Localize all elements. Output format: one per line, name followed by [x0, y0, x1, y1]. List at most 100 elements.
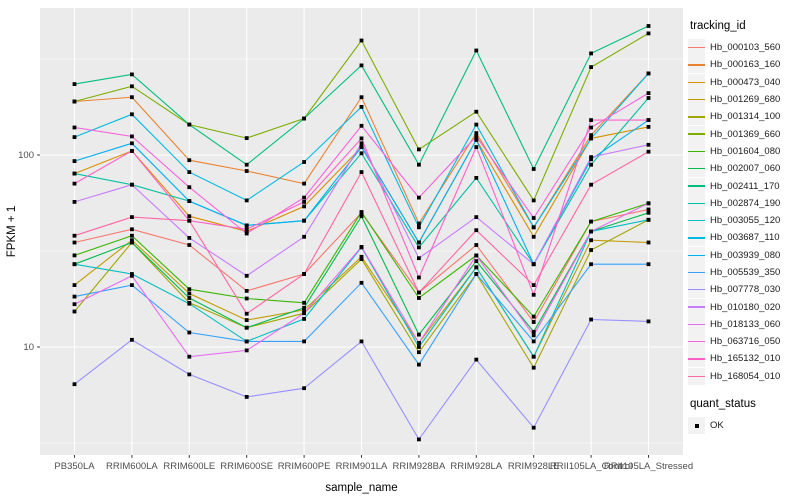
data-point [359, 254, 364, 259]
data-point [72, 302, 77, 307]
x-axis-title: sample_name [325, 482, 397, 494]
data-point [531, 234, 536, 239]
data-point [302, 311, 306, 316]
data-point [474, 137, 479, 142]
legend-item-label: Hb_003687_110 [710, 232, 780, 244]
data-point [244, 289, 249, 293]
x-tick-label: RRIM600PE [278, 461, 331, 472]
data-point [359, 151, 364, 156]
data-point [417, 240, 421, 245]
legend-item-Hb_165132_010: Hb_165132_010 [688, 350, 798, 368]
legend-item-ok: OK [688, 417, 798, 435]
data-point [187, 243, 192, 247]
data-point [531, 320, 536, 324]
data-point [130, 233, 134, 238]
data-point [244, 395, 249, 399]
data-point [474, 265, 479, 270]
legend-line-key-icon [688, 39, 705, 57]
data-point [589, 219, 593, 224]
data-point [474, 145, 479, 149]
legend-item-label: Hb_001314_100 [710, 111, 781, 123]
data-point [187, 296, 192, 300]
data-point [417, 290, 421, 295]
data-point [302, 308, 306, 312]
data-point [72, 283, 77, 287]
y-tick-label: 100 [18, 150, 34, 161]
data-point [474, 131, 479, 135]
data-point [531, 283, 536, 287]
data-point [130, 215, 134, 219]
legend-line-key-icon [688, 194, 705, 212]
legend-item-label: Hb_010180_020 [710, 301, 781, 313]
legend-item-Hb_000103_560: Hb_000103_560 [688, 39, 798, 57]
data-point [646, 71, 651, 76]
data-point [72, 233, 77, 238]
data-point [589, 229, 593, 234]
legend-line-key-icon [688, 56, 705, 74]
data-point [474, 272, 479, 276]
data-point [646, 262, 651, 267]
data-point [474, 176, 479, 180]
data-point [474, 48, 479, 53]
data-point [72, 382, 77, 387]
data-point [359, 280, 364, 285]
data-point [474, 215, 479, 219]
data-point [359, 170, 364, 174]
data-point [359, 136, 364, 141]
data-point [417, 275, 421, 280]
data-point [417, 162, 421, 167]
data-point [187, 301, 192, 306]
data-point [187, 122, 192, 127]
legend-item-Hb_010180_020: Hb_010180_020 [688, 298, 798, 316]
data-point [72, 82, 77, 86]
legend-item-Hb_003939_080: Hb_003939_080 [688, 246, 798, 264]
data-point [244, 318, 249, 322]
data-point [130, 337, 134, 342]
legend-line-key-icon [688, 281, 705, 299]
data-point [359, 63, 364, 68]
data-point [359, 105, 364, 109]
data-point [646, 96, 651, 100]
data-point [646, 31, 651, 36]
data-point [646, 210, 651, 215]
data-point [302, 317, 306, 321]
legend-line-key-icon [688, 315, 705, 333]
data-point [187, 330, 192, 335]
data-point [187, 354, 192, 359]
data-point [474, 259, 479, 263]
data-point [72, 253, 77, 258]
data-point [589, 118, 593, 122]
data-point [72, 262, 77, 267]
data-point [244, 169, 249, 173]
legend-item-label: Hb_165132_010 [710, 353, 781, 365]
legend-line-key-icon [688, 73, 705, 91]
x-tick-label: RRII105LA_Stressed [604, 461, 693, 472]
legend-line-key-icon [688, 246, 705, 264]
legend-item-Hb_018133_060: Hb_018133_060 [688, 315, 798, 333]
legend-item-label: Hb_001269_680 [710, 94, 781, 106]
data-point [359, 214, 364, 219]
x-tick-label: RRIM928LA [450, 461, 502, 472]
legend-line-key-icon [688, 333, 705, 351]
data-point [646, 125, 651, 129]
data-point [302, 181, 306, 186]
data-point [130, 283, 134, 287]
legend-item-label: Hb_002874_190 [710, 197, 781, 209]
data-point [72, 135, 77, 139]
legend-line-key-icon [688, 160, 705, 178]
data-point [244, 311, 249, 316]
data-point [187, 372, 192, 377]
data-point [417, 225, 421, 230]
legend-line-key-icon [688, 367, 705, 385]
data-point [130, 227, 134, 232]
data-point [531, 333, 536, 338]
data-point [130, 141, 134, 146]
data-point [359, 123, 364, 128]
data-point [417, 437, 421, 442]
y-axis-title: FPKM + 1 [6, 206, 18, 257]
data-point [302, 116, 306, 121]
data-point [244, 162, 249, 167]
data-point [302, 305, 306, 310]
data-point [646, 142, 651, 147]
